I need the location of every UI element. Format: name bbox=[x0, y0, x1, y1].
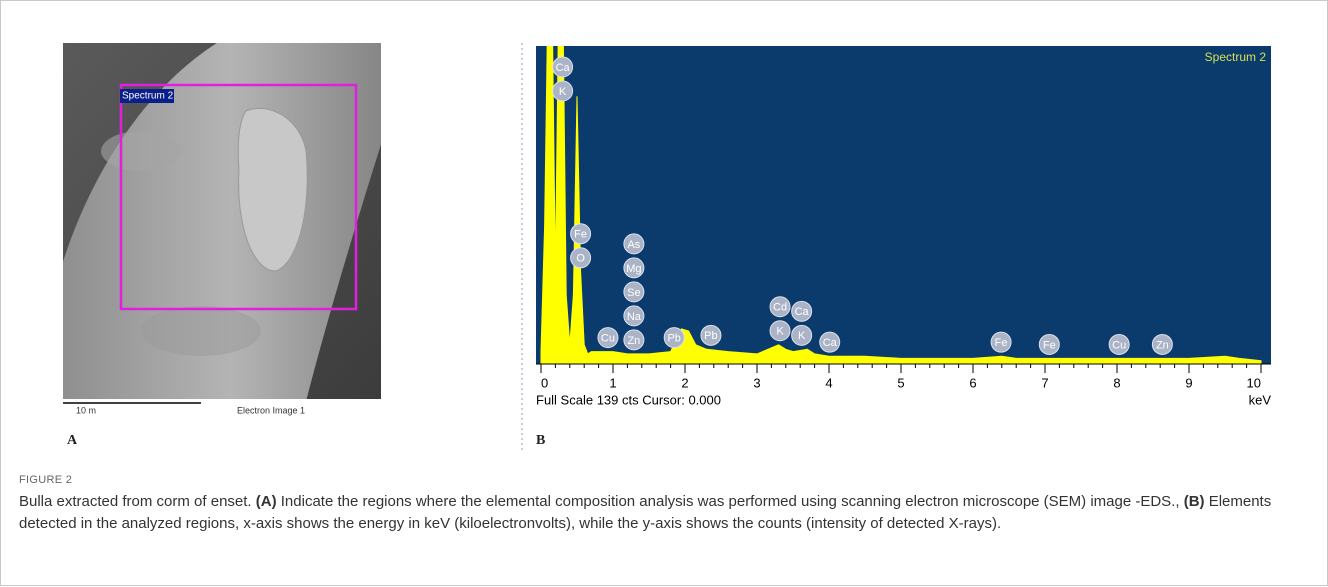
caption-part: Bulla extracted from corm of enset. bbox=[19, 493, 256, 510]
x-tick-label: 1 bbox=[609, 375, 616, 390]
peak-label: K bbox=[798, 330, 806, 342]
peak-label: Se bbox=[627, 287, 640, 299]
x-tick-label: 9 bbox=[1185, 375, 1192, 390]
x-tick-label: 3 bbox=[753, 375, 760, 390]
peak-label: Cu bbox=[601, 333, 615, 345]
sem-image bbox=[41, 21, 421, 421]
peak-label: Cu bbox=[1112, 339, 1126, 351]
figure-label: FIGURE 2 bbox=[19, 474, 72, 486]
plot-background bbox=[536, 46, 1271, 364]
peak-label: O bbox=[576, 253, 585, 265]
peak-label: Pb bbox=[667, 333, 680, 345]
peak-label: Na bbox=[627, 311, 642, 323]
figure-frame: Spectrum 2 10 m Electron Image 1 A B Spe… bbox=[0, 0, 1328, 586]
x-tick-label: 7 bbox=[1041, 375, 1048, 390]
chart-title: Spectrum 2 bbox=[1205, 50, 1267, 64]
peak-label: Zn bbox=[627, 335, 640, 347]
caption-part: (A) bbox=[256, 493, 277, 510]
peak-label: Ca bbox=[823, 337, 838, 349]
peak-label: Ca bbox=[556, 62, 571, 74]
peak-label: K bbox=[559, 86, 567, 98]
peak-label: Fe bbox=[574, 229, 587, 241]
x-tick-label: 10 bbox=[1247, 375, 1261, 390]
x-tick-label: 6 bbox=[969, 375, 976, 390]
peak-label: Cd bbox=[773, 302, 787, 314]
figure-panels: Spectrum 2 10 m Electron Image 1 A B Spe… bbox=[1, 1, 1327, 471]
panel-letter: A bbox=[67, 433, 78, 448]
x-tick-label: 5 bbox=[897, 375, 904, 390]
peak-label: Zn bbox=[1156, 339, 1169, 351]
x-tick-label: 0 bbox=[541, 375, 548, 390]
panel-letter: B bbox=[536, 433, 545, 448]
x-tick-label: 2 bbox=[681, 375, 688, 390]
region-label: Spectrum 2 bbox=[122, 91, 174, 102]
peak-label: Fe bbox=[1043, 339, 1056, 351]
image-label: Electron Image 1 bbox=[237, 405, 305, 415]
figure-caption: Bulla extracted from corm of enset. (A) … bbox=[19, 491, 1309, 534]
peak-label: Fe bbox=[995, 337, 1008, 349]
peak-label: As bbox=[627, 239, 640, 251]
scale-bar-label: 10 m bbox=[76, 405, 96, 415]
x-unit: keV bbox=[1249, 392, 1272, 407]
peak-label: K bbox=[776, 326, 784, 338]
peak-label: Mg bbox=[626, 263, 641, 275]
peak-label: Ca bbox=[795, 306, 810, 318]
x-tick-label: 8 bbox=[1113, 375, 1120, 390]
caption-part: (B) bbox=[1184, 493, 1205, 510]
peak-label: Pb bbox=[704, 330, 717, 342]
chart-footer: Full Scale 139 cts Cursor: 0.000 bbox=[536, 392, 721, 407]
x-tick-label: 4 bbox=[825, 375, 832, 390]
caption-part: Indicate the regions where the elemental… bbox=[277, 493, 1184, 510]
